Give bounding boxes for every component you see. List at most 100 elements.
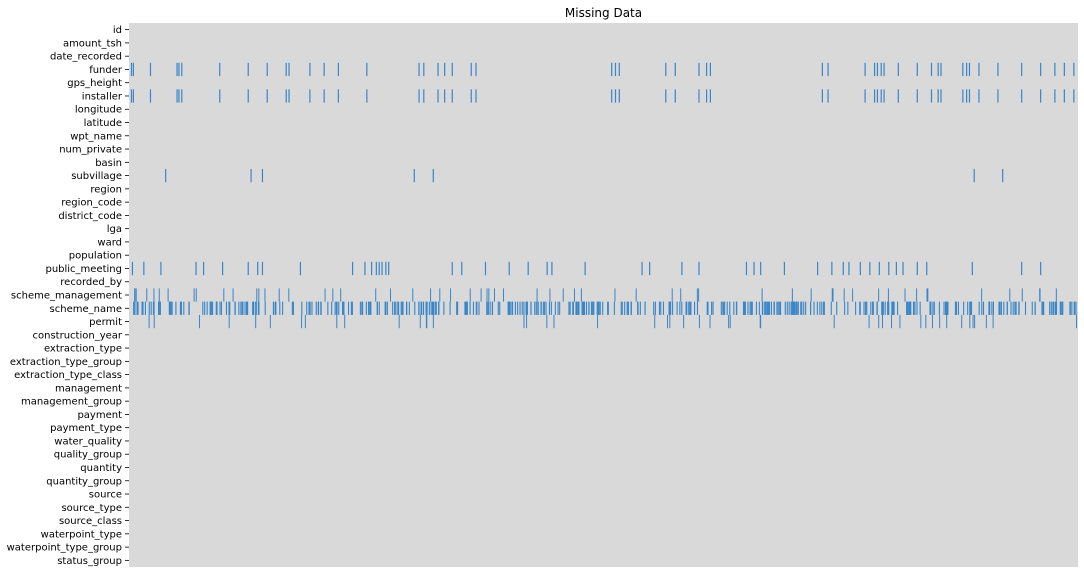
missing-cell-scheme-name [370,301,372,315]
missing-cell-subvillage [250,168,252,183]
missing-cell-public-meeting [375,261,377,276]
missing-cell-public-meeting [388,261,390,276]
missing-cell-funder [880,62,882,77]
missing-cell-permit [878,314,880,329]
row-label-payment-type: payment_type [50,423,122,434]
missing-cell-scheme-name [526,301,528,315]
missing-cell-scheme-name [581,301,583,315]
missing-cell-scheme-name [397,301,399,315]
missing-cell-scheme-name [378,301,380,315]
missing-cell-scheme-name [559,301,561,315]
chart-title: Missing Data [565,6,642,20]
missing-cell-installer [997,89,999,103]
missing-cell-scheme-name [969,301,971,315]
missing-cell-installer [451,89,453,103]
missing-cell-scheme-name [758,301,760,315]
missing-cell-permit [728,314,730,329]
missing-cell-scheme-name [234,301,236,315]
missing-cell-scheme-name [510,301,512,315]
missing-cell-funder [1021,62,1023,77]
missing-cell-public-meeting [971,261,973,276]
missing-cell-scheme-name [764,301,766,315]
missing-cell-scheme-name [794,301,796,315]
missing-cell-scheme-name [134,301,136,315]
missing-cell-permit [255,314,257,329]
missing-cell-scheme-name [813,301,815,315]
missing-cell-scheme-name [938,301,940,315]
missing-cell-installer [309,89,311,103]
missing-cell-scheme-name [779,301,782,315]
missing-cell-funder [876,62,879,77]
missing-cell-scheme-name [253,301,255,315]
missing-cell-scheme-name [257,301,259,315]
missing-cell-scheme-management [340,288,342,302]
missing-cell-scheme-name [1052,301,1054,315]
missing-cell-scheme-name [392,301,394,315]
missing-cell-permit [301,314,303,329]
missing-cell-scheme-name [982,301,985,315]
missing-cell-scheme-name [1061,301,1063,315]
missing-cell-scheme-management [562,288,564,302]
missing-cell-scheme-name [202,301,204,315]
row-label-gps-height: gps_height [67,78,122,89]
missing-cell-public-meeting [878,261,880,276]
missing-cell-scheme-name [204,301,206,315]
missing-cell-scheme-name [863,301,865,315]
missing-cell-permit [992,314,994,329]
missing-cell-scheme-name [999,301,1001,315]
missing-cell-scheme-name [729,301,731,315]
missing-cell-scheme-name [685,301,687,315]
missing-cell-installer [176,89,178,103]
row-label-id: id [113,25,122,36]
row-label-water-quality: water_quality [54,436,122,447]
missing-cell-scheme-name [335,301,337,315]
missing-cell-scheme-name [742,301,745,315]
missing-cell-scheme-name [1006,301,1008,315]
missing-cell-scheme-name [170,301,172,315]
missing-cell-public-meeting [817,261,819,276]
missing-cell-funder [437,62,439,77]
missing-cell-funder [337,62,339,77]
missing-cell-scheme-name [720,301,722,315]
missing-cell-scheme-name [882,301,884,315]
missing-cell-scheme-name [142,301,144,315]
missing-cell-public-meeting [869,261,871,276]
missing-cell-scheme-name [891,301,893,315]
missing-cell-scheme-name [291,301,293,315]
missing-cell-public-meeting [257,261,259,276]
missing-cell-scheme-name [932,301,934,315]
missing-cell-scheme-name [749,301,751,315]
missing-cell-scheme-name [859,301,861,315]
missing-cell-installer [709,89,711,103]
row-label-district-code: district_code [58,211,122,222]
missing-cell-permit [432,314,434,329]
missing-cell-public-meeting [378,261,380,276]
missing-cell-permit [1076,314,1078,329]
missing-cell-public-meeting [916,261,918,276]
missing-cell-scheme-management [232,288,234,302]
missing-cell-public-meeting [698,261,700,276]
missing-cell-scheme-management [852,288,854,302]
row-label-construction-year: construction_year [33,330,123,341]
missing-cell-scheme-name [543,301,545,315]
missing-cell-scheme-management [573,288,575,302]
missing-cell-funder [864,62,866,77]
missing-cell-scheme-name [497,301,499,315]
missing-cell-funder [930,62,933,77]
missing-cell-permit [882,314,883,329]
missing-cell-scheme-name [1012,301,1014,315]
missing-cell-scheme-management [981,288,983,302]
missing-cell-scheme-name [707,301,709,315]
missing-cell-scheme-name [519,301,521,315]
missing-cell-scheme-name [148,301,150,315]
missing-cell-public-meeting [385,261,387,276]
missing-cell-installer [288,89,290,103]
missing-cell-scheme-name [301,301,303,315]
missing-cell-scheme-name [175,301,177,315]
missing-cell-scheme-management [223,288,225,302]
missing-cell-scheme-management [153,288,155,302]
missing-cell-scheme-name [159,301,161,315]
missing-cell-permit [667,314,669,329]
missing-cell-public-meeting [364,261,366,276]
missing-cell-scheme-name [523,301,525,315]
